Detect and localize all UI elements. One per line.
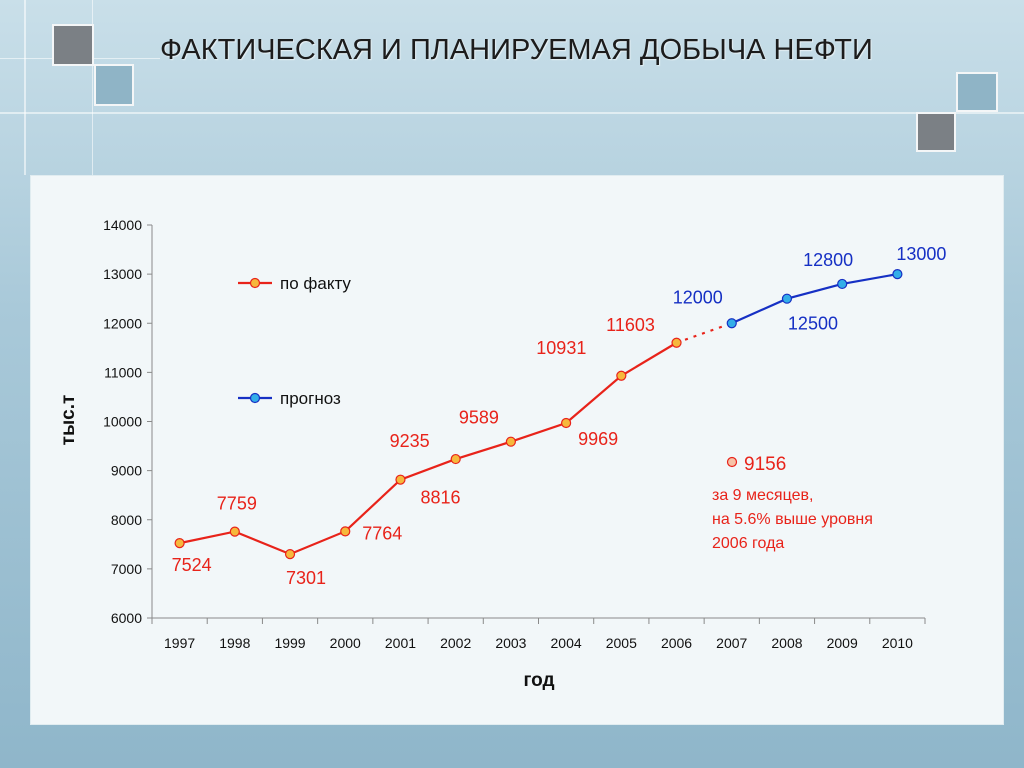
data-label-fact: 7759: [217, 494, 257, 514]
series-line-forecast: [731, 273, 898, 325]
x-tick-label: 2009: [827, 635, 858, 651]
series-line-fact: [179, 341, 678, 556]
y-tick-label: 11000: [104, 364, 142, 380]
partial-year-note: на 5.6% выше уровня: [712, 511, 873, 528]
x-tick-label: 1999: [274, 635, 305, 651]
data-label-fact: 7764: [362, 523, 402, 543]
y-tick-label: 10000: [103, 414, 142, 430]
decor-line: [0, 112, 1024, 114]
x-tick-label: 2008: [771, 635, 802, 651]
data-point-fact: [505, 436, 516, 447]
y-tick-label: 12000: [103, 315, 142, 331]
data-label-fact: 10931: [536, 338, 586, 358]
data-label-fact: 9235: [390, 431, 430, 451]
decor-square: [52, 24, 94, 66]
chart-panel: [30, 175, 1004, 725]
x-tick-label: 2006: [661, 635, 692, 651]
y-tick-label: 8000: [111, 512, 142, 528]
data-point-fact: [450, 453, 461, 465]
decor-square: [94, 64, 134, 106]
data-point-fact: [284, 548, 296, 560]
legend-label-forecast: прогноз: [280, 389, 341, 408]
y-axis-title: тыс.т: [58, 395, 79, 446]
data-point-fact: [671, 337, 682, 348]
data-point-forecast: [837, 278, 848, 290]
data-point-fact: [174, 538, 185, 549]
data-point-fact: [229, 526, 240, 537]
data-point-fact: [340, 526, 351, 537]
data-label-fact: 7524: [172, 555, 212, 575]
decor-square: [956, 72, 998, 112]
partial-year-note: 2006 года: [712, 535, 784, 552]
partial-year-note: за 9 месяцев,: [712, 487, 813, 504]
data-label-fact: 11603: [606, 315, 655, 335]
data-point-fact: [395, 474, 406, 485]
connector-dotted-line: [676, 322, 733, 344]
data-point-fact: [616, 370, 627, 381]
data-label-forecast: 12000: [673, 287, 723, 307]
y-tick-label: 14000: [103, 217, 142, 233]
x-tick-label: 2007: [716, 635, 747, 651]
y-tick-label: 9000: [111, 463, 142, 479]
partial-year-value: 9156: [744, 454, 786, 475]
data-label-fact: 8816: [420, 488, 460, 508]
y-tick-label: 7000: [111, 561, 142, 577]
data-point-forecast: [781, 293, 793, 304]
y-tick-label: 6000: [111, 610, 142, 626]
x-tick-label: 2000: [330, 635, 361, 651]
x-tick-label: 2001: [385, 635, 416, 651]
x-tick-label: 2003: [495, 635, 526, 651]
partial-year-point: [726, 456, 738, 468]
data-point-forecast: [892, 269, 903, 280]
data-label-forecast: 12800: [803, 250, 853, 270]
data-point-fact: [561, 417, 572, 429]
legend-marker-forecast: [249, 392, 261, 404]
data-point-forecast: [726, 318, 737, 329]
x-tick-label: 2010: [882, 635, 913, 651]
legend-marker-fact: [249, 277, 261, 289]
data-label-fact: 7301: [286, 568, 326, 588]
slide-title: ФАКТИЧЕСКАЯ И ПЛАНИРУЕМАЯ ДОБЫЧА НЕФТИ: [160, 34, 873, 66]
x-tick-label: 1997: [164, 635, 195, 651]
y-tick-label: 13000: [103, 266, 142, 282]
data-label-fact: 9589: [459, 408, 499, 428]
x-tick-label: 1998: [219, 635, 250, 651]
x-tick-label: 2004: [551, 635, 582, 651]
x-tick-label: 2002: [440, 635, 471, 651]
legend-label-fact: по факту: [280, 274, 351, 293]
data-label-forecast: 13000: [896, 244, 946, 264]
data-label-fact: 9969: [578, 429, 618, 449]
decor-line: [24, 0, 26, 175]
decor-square: [916, 112, 956, 152]
x-axis-title: год: [523, 670, 554, 691]
data-label-forecast: 12500: [788, 314, 838, 334]
decor-line: [92, 0, 93, 175]
x-tick-label: 2005: [606, 635, 637, 651]
